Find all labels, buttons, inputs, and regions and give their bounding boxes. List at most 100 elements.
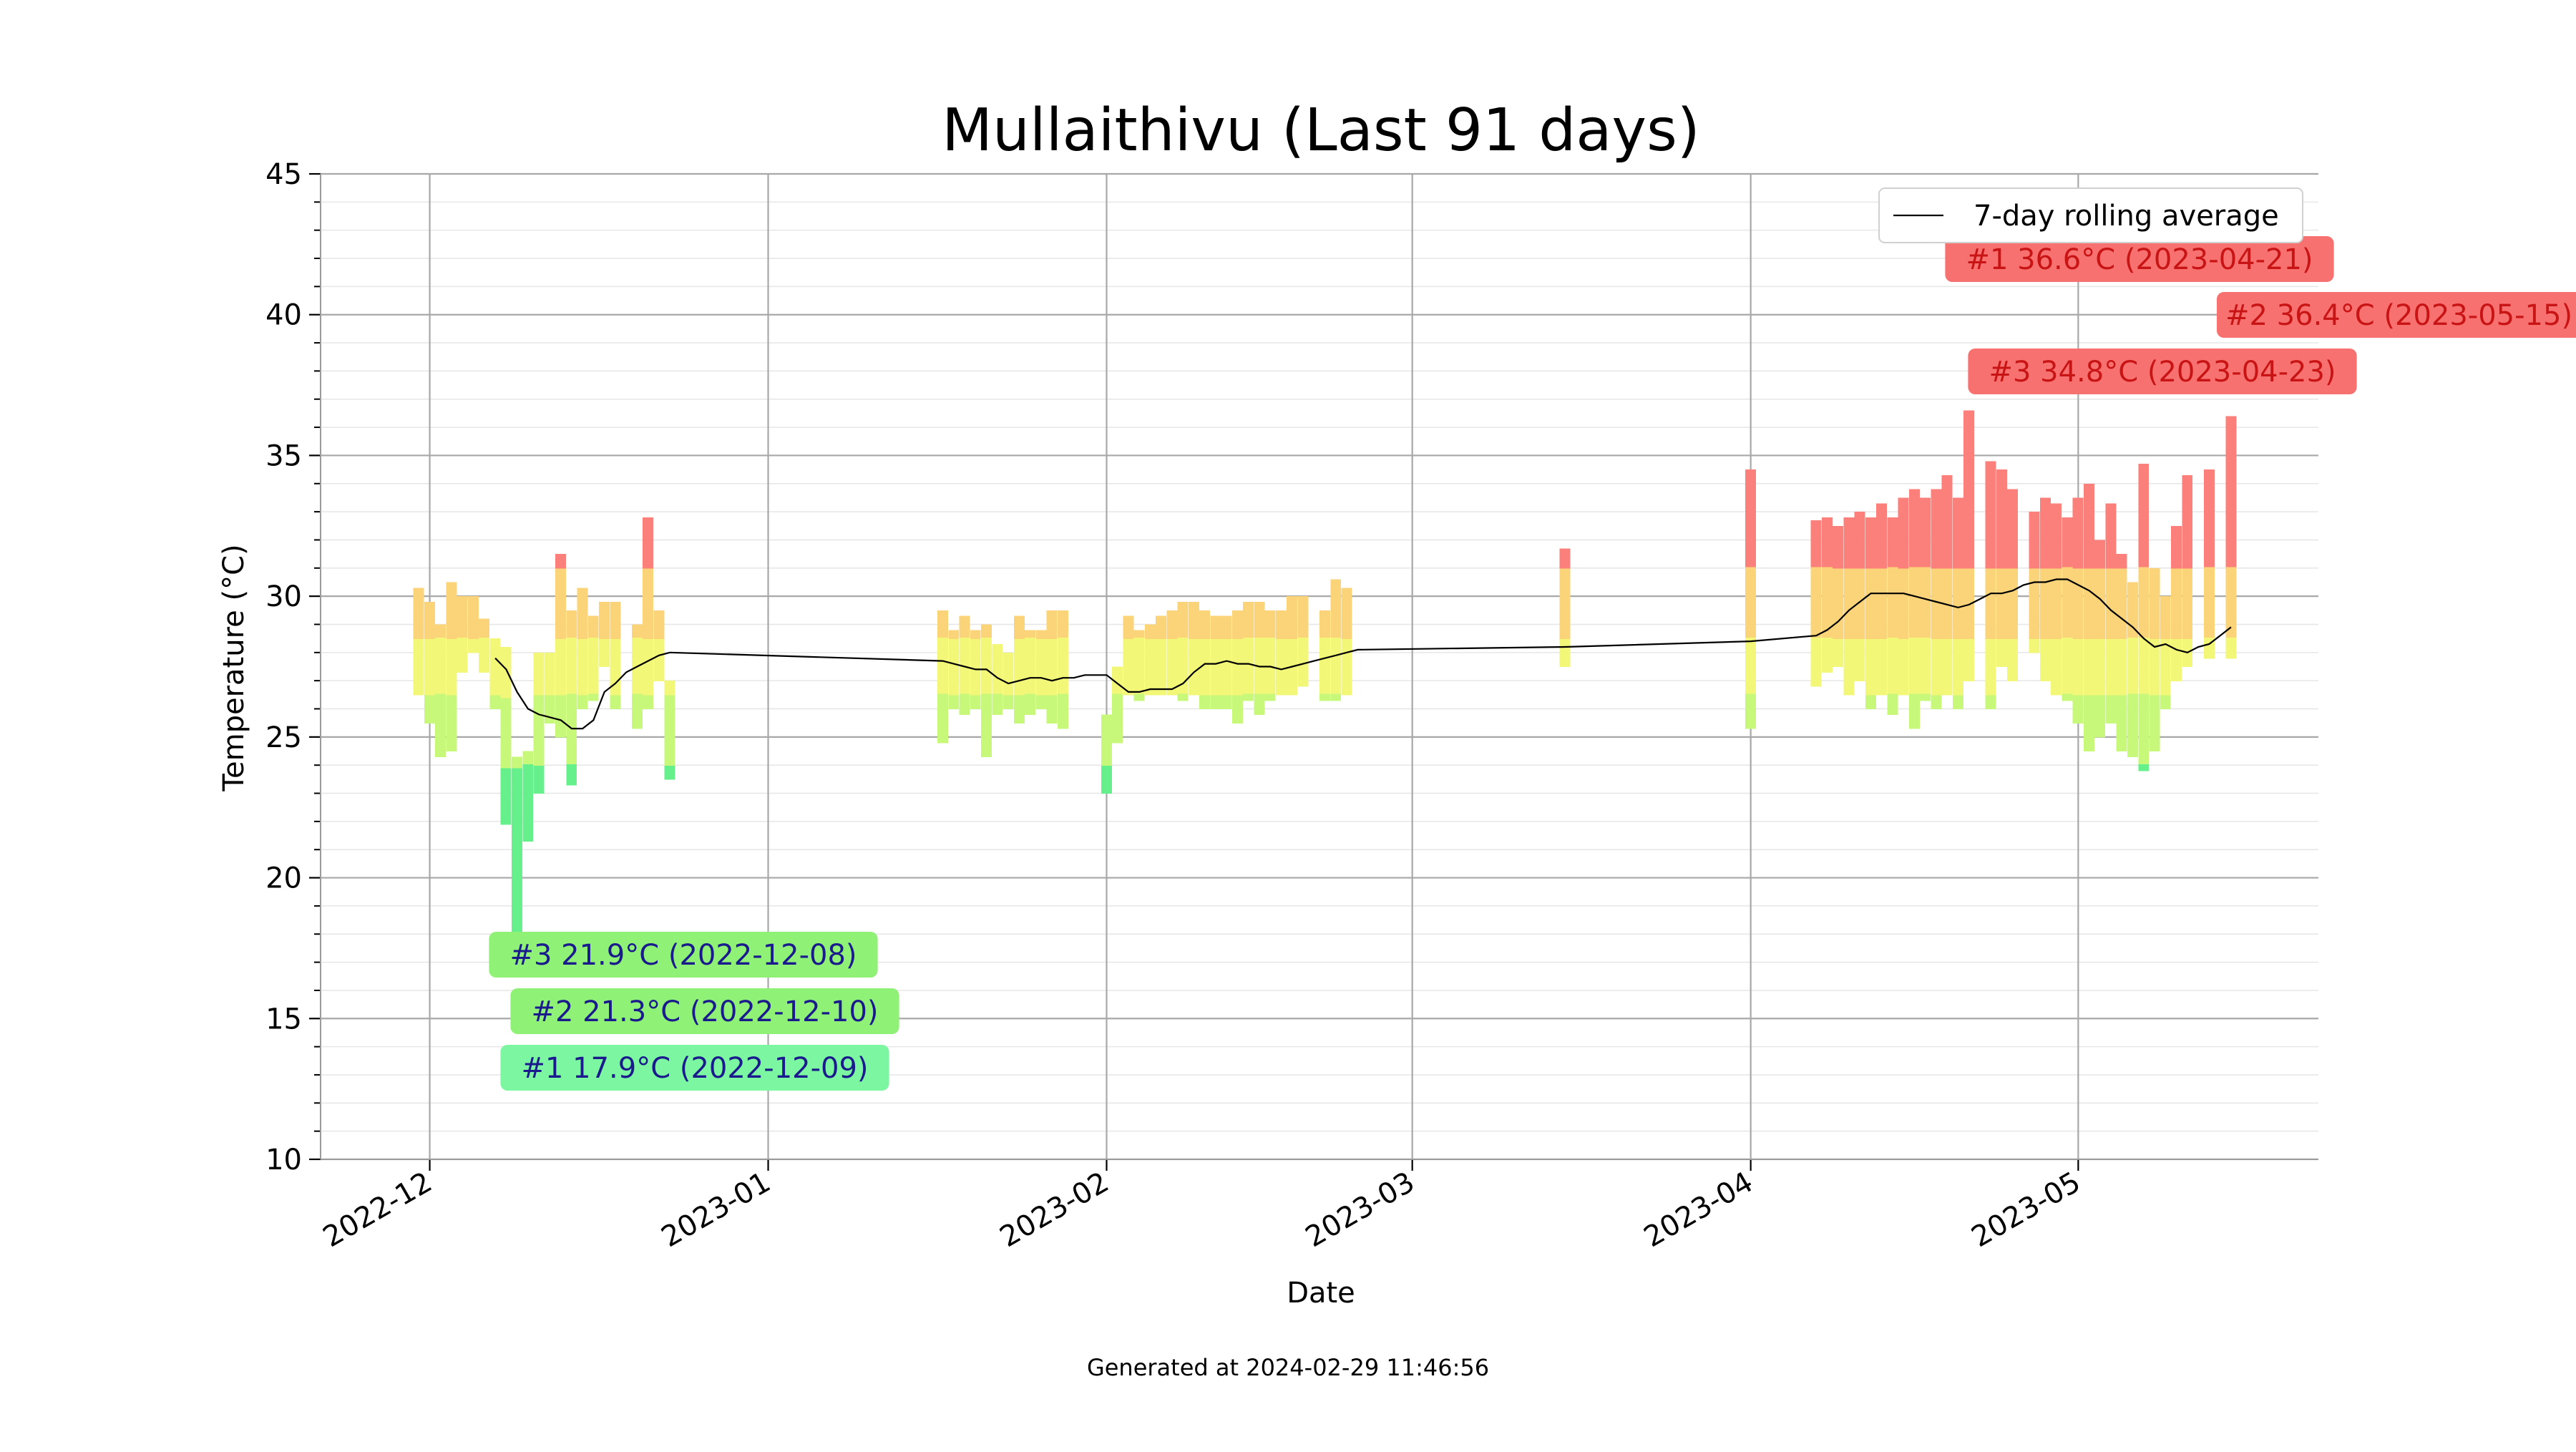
bar-segment <box>533 666 545 674</box>
bar-segment <box>1123 652 1134 661</box>
bar-segment <box>1952 582 1963 590</box>
bar-segment <box>2116 688 2127 696</box>
bar-segment <box>1821 545 1833 553</box>
bar-segment <box>1046 701 1058 710</box>
bar-segment <box>992 707 1003 715</box>
bar-segment <box>1985 462 1996 470</box>
y-tick-label: 10 <box>265 1144 302 1176</box>
bar-segment <box>1123 673 1134 681</box>
bar-segment <box>424 716 435 723</box>
bar-segment <box>566 610 577 617</box>
bar-segment <box>2138 468 2150 476</box>
bar-segment <box>511 824 522 832</box>
bar-segment <box>2083 532 2094 541</box>
bar-segment <box>2105 582 2117 590</box>
x-tick-label: 2023-01 <box>656 1166 776 1254</box>
y-tick-label: 35 <box>265 439 302 472</box>
bar-segment <box>1745 700 1756 708</box>
bar-segment <box>522 777 534 786</box>
bar-segment <box>413 589 424 597</box>
bar-segment <box>446 694 457 703</box>
bar-segment <box>1341 589 1352 597</box>
x-tick-label: 2022-12 <box>318 1166 438 1254</box>
bar-segment <box>1025 651 1036 659</box>
bar-segment <box>2072 708 2084 716</box>
bar-segment <box>577 701 588 710</box>
bar-segment <box>566 707 577 715</box>
daily-range-bar <box>2127 582 2138 757</box>
bar-segment <box>1985 554 1996 562</box>
bar-segment <box>1908 651 1920 659</box>
bar-segment <box>1035 659 1047 668</box>
bar-segment <box>2105 610 2117 618</box>
bar-segment <box>664 716 675 723</box>
bar-segment <box>2062 608 2073 617</box>
bar-segment <box>1057 615 1068 624</box>
bar-segment <box>1887 552 1898 560</box>
bar-segment <box>937 630 948 638</box>
bar-segment <box>2138 679 2150 687</box>
bar-segment <box>1287 603 1298 611</box>
bar-segment <box>2116 638 2127 646</box>
bar-segment <box>1156 659 1167 668</box>
bar-segment <box>1920 545 1931 553</box>
bar-segment <box>555 659 566 668</box>
bar-segment <box>587 672 599 680</box>
bar-segment <box>1854 666 1865 674</box>
bar-segment <box>1101 758 1112 766</box>
bar-segment <box>610 673 621 681</box>
bar-segment <box>1810 651 1822 659</box>
daily-range-bar <box>1231 610 1243 723</box>
bar-segment <box>1931 560 1942 569</box>
bar-segment <box>1287 652 1298 661</box>
bar-segment <box>2083 723 2094 731</box>
high-annotation-3: #3 34.8°C (2023-04-23) <box>1968 349 2357 394</box>
bar-segment <box>2171 596 2182 604</box>
bar-segment <box>599 638 610 646</box>
bar-segment <box>577 596 588 604</box>
bar-segment <box>1908 637 1920 645</box>
bar-segment <box>2138 531 2150 540</box>
daily-range-bar <box>2039 497 2051 681</box>
bar-segment <box>2051 554 2062 562</box>
bar-segment <box>2116 723 2127 731</box>
bar-segment <box>610 610 621 618</box>
bar-segment <box>1057 700 1068 708</box>
bar-segment <box>1013 638 1025 646</box>
daily-range-bar <box>1821 517 1833 673</box>
bar-segment <box>446 638 457 646</box>
bar-segment <box>2007 554 2019 562</box>
daily-range-bar <box>2225 416 2237 659</box>
bar-segment <box>489 652 501 661</box>
bar-segment <box>1221 638 1232 646</box>
bar-segment <box>1898 681 1909 688</box>
bar-segment <box>457 608 468 617</box>
bar-segment <box>435 735 447 744</box>
daily-range-bar <box>1952 497 1963 710</box>
extreme-annotations: #1 36.6°C (2023-04-21)#2 36.4°C (2023-05… <box>489 236 2576 1091</box>
bar-segment <box>522 806 534 814</box>
daily-range-bar <box>577 588 588 710</box>
bar-segment <box>1920 644 1931 652</box>
bar-segment <box>981 721 992 729</box>
bar-segment <box>1254 651 1265 659</box>
bar-segment <box>2138 651 2150 659</box>
bar-segment <box>2083 652 2094 661</box>
bar-segment <box>1865 666 1876 674</box>
bar-segment <box>2083 567 2094 576</box>
bar-segment <box>1963 589 1975 597</box>
bar-segment <box>1810 520 1822 525</box>
bar-segment <box>1833 554 1844 562</box>
bar-segment <box>948 652 960 661</box>
bar-segment <box>1002 659 1014 668</box>
bar-segment <box>2051 673 2062 681</box>
bar-segment <box>1833 645 1844 653</box>
bar-segment <box>1876 596 1888 604</box>
bar-segment <box>2116 589 2127 597</box>
bar-segment <box>1330 644 1342 652</box>
bar-segment <box>1963 427 1975 435</box>
annotation-box <box>489 932 878 978</box>
bar-segment <box>2149 723 2160 731</box>
bar-segment <box>533 716 545 723</box>
bar-segment <box>1275 638 1287 646</box>
